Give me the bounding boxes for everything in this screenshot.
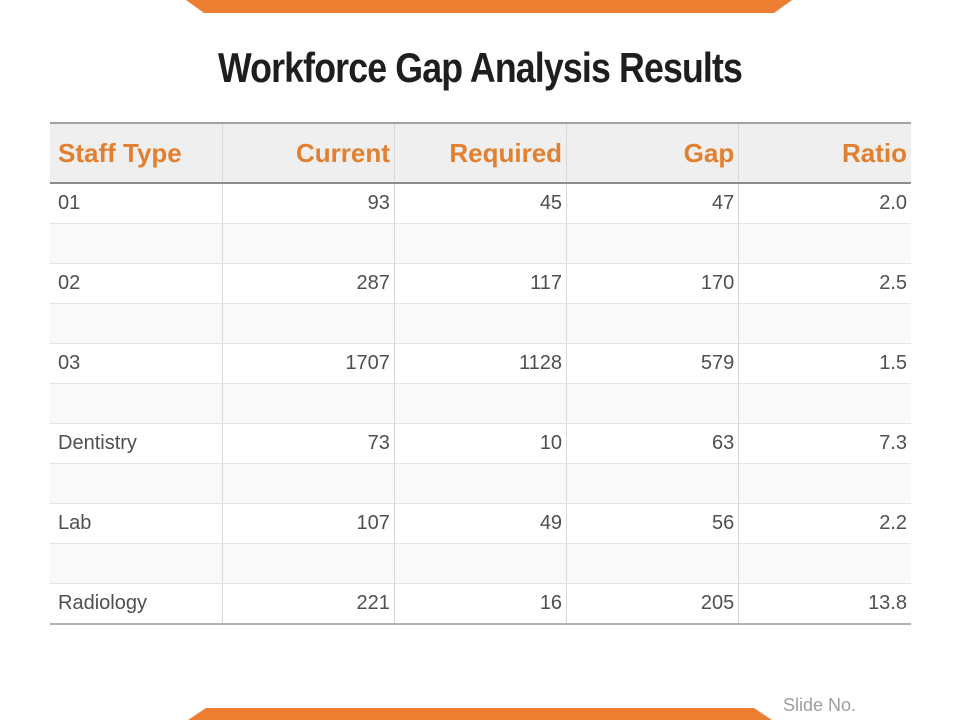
table-cell: 01 [50, 183, 223, 224]
table-cell: 45 [394, 183, 568, 224]
table-cell: 49 [394, 503, 568, 544]
spacer-cell [222, 223, 395, 264]
spacer-cell [738, 303, 911, 344]
table-cell: 205 [566, 583, 740, 625]
spacer-cell [394, 303, 568, 344]
table-cell: 1707 [222, 343, 395, 384]
spacer-cell [50, 303, 223, 344]
spacer-cell [222, 463, 395, 504]
table-row: 02 287 117 170 2.5 [50, 263, 911, 304]
table-cell: 02 [50, 263, 223, 304]
column-header-current: Current [222, 122, 395, 184]
spacer-row [50, 463, 911, 504]
spacer-cell [50, 383, 223, 424]
table-cell: 287 [222, 263, 395, 304]
spacer-row [50, 383, 911, 424]
bottom-accent-bar [188, 708, 772, 720]
spacer-row [50, 303, 911, 344]
table-row: 03 1707 1128 579 1.5 [50, 343, 911, 384]
table-cell: 2.5 [738, 263, 911, 304]
table-row: Dentistry 73 10 63 7.3 [50, 423, 911, 464]
table-cell: Lab [50, 503, 223, 544]
spacer-cell [50, 543, 223, 584]
table-cell: 221 [222, 583, 395, 625]
spacer-cell [222, 543, 395, 584]
spacer-cell [222, 383, 395, 424]
column-header-required: Required [394, 122, 568, 184]
spacer-cell [566, 543, 740, 584]
table-cell: 93 [222, 183, 395, 224]
table-header-row: Staff Type Current Required Gap Ratio [50, 122, 911, 184]
spacer-cell [566, 303, 740, 344]
workforce-gap-table: Staff Type Current Required Gap Ratio 01 93 45… [50, 122, 911, 625]
table-cell: 1.5 [738, 343, 911, 384]
slide-number-label: Slide No. [783, 695, 857, 715]
top-accent-bar [186, 0, 792, 13]
spacer-cell [738, 463, 911, 504]
spacer-cell [394, 543, 568, 584]
spacer-row [50, 543, 911, 584]
spacer-cell [738, 383, 911, 424]
spacer-cell [566, 383, 740, 424]
table-cell: 2.2 [738, 503, 911, 544]
table-cell: 170 [566, 263, 740, 304]
column-header-staff-type: Staff Type [50, 122, 223, 184]
table-cell: 56 [566, 503, 740, 544]
spacer-cell [394, 463, 568, 504]
table-cell: 7.3 [738, 423, 911, 464]
table-cell: 579 [566, 343, 740, 384]
spacer-cell [738, 223, 911, 264]
table-cell: 63 [566, 423, 740, 464]
spacer-row [50, 223, 911, 264]
spacer-cell [566, 463, 740, 504]
spacer-cell [222, 303, 395, 344]
table-cell: 73 [222, 423, 395, 464]
spacer-cell [50, 223, 223, 264]
slide-title: Workforce Gap Analysis Results [217, 44, 743, 92]
table-cell: 2.0 [738, 183, 911, 224]
table-row: Radiology 221 16 205 13.8 [50, 583, 911, 625]
table-cell: 47 [566, 183, 740, 224]
table-row: 01 93 45 47 2.0 [50, 183, 911, 224]
table-cell: 16 [394, 583, 568, 625]
spacer-cell [738, 543, 911, 584]
table-cell: Radiology [50, 583, 223, 625]
table-body: 01 93 45 47 2.0 02 287 117 170 2.5 03 1707 1128 579 1.… [50, 183, 911, 625]
table-cell: 10 [394, 423, 568, 464]
table-cell: 107 [222, 503, 395, 544]
table-cell: 03 [50, 343, 223, 384]
table-header: Staff Type Current Required Gap Ratio [50, 122, 911, 184]
spacer-cell [394, 223, 568, 264]
spacer-cell [50, 463, 223, 504]
column-header-ratio: Ratio [738, 122, 911, 184]
table-cell: 13.8 [738, 583, 911, 625]
table-cell: Dentistry [50, 423, 223, 464]
column-header-gap: Gap [566, 122, 740, 184]
table-cell: 117 [394, 263, 568, 304]
table-row: Lab 107 49 56 2.2 [50, 503, 911, 544]
table-cell: 1128 [394, 343, 568, 384]
spacer-cell [394, 383, 568, 424]
spacer-cell [566, 223, 740, 264]
